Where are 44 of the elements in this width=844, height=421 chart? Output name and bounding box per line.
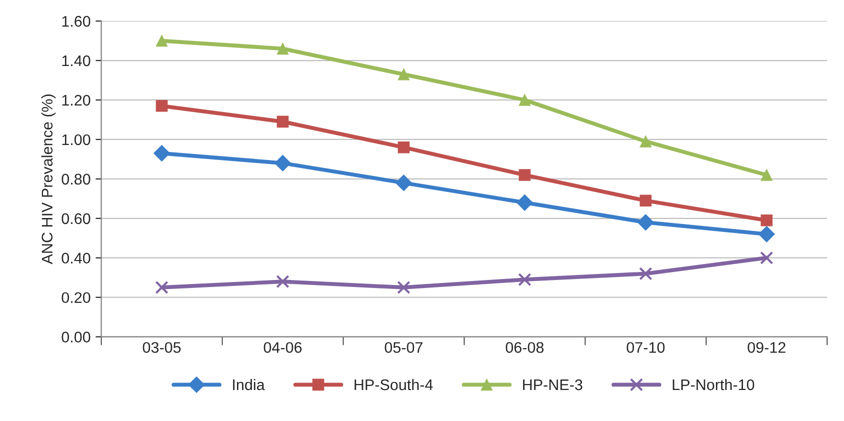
point (276, 274, 290, 288)
y-tick-label: 1.60 (62, 16, 90, 27)
point (760, 214, 773, 226)
x-tick-label: 07-10 (626, 342, 665, 353)
y-tick-label: 0.20 (62, 292, 90, 304)
point (398, 141, 410, 154)
legend-label: LP-North-10 (672, 378, 754, 390)
y-tick-label: 0.80 (62, 174, 90, 185)
x-tick-label: 04-06 (264, 342, 302, 353)
y-tick-label: 0.60 (62, 213, 90, 224)
point (398, 68, 410, 80)
point (276, 42, 289, 55)
y-tick-label: 1.20 (62, 94, 90, 106)
point (758, 226, 775, 242)
legend-label: HP-NE-3 (523, 379, 582, 390)
point (518, 272, 532, 286)
x-tick-label: 03-05 (142, 342, 181, 353)
point (640, 136, 652, 148)
point (274, 154, 291, 172)
legend-label: India (233, 378, 265, 390)
point (396, 174, 412, 192)
point (397, 280, 410, 294)
legend-label: HP-South-4 (354, 378, 433, 390)
point (156, 100, 168, 112)
y-tick-label: 1.40 (62, 55, 90, 66)
point (156, 34, 168, 47)
point (516, 194, 533, 211)
point (518, 169, 531, 181)
x-tick-label: 05-07 (384, 342, 422, 353)
y-axis-title: ANC HIV Prevalence (%) (41, 94, 56, 264)
point (639, 267, 652, 280)
point (276, 116, 289, 128)
y-tick-label: 1.00 (62, 134, 90, 146)
point (154, 145, 170, 162)
point (637, 214, 654, 231)
point (155, 280, 168, 294)
point (760, 169, 773, 181)
y-tick-label: 0.00 (62, 332, 90, 342)
point (640, 194, 652, 207)
point (760, 251, 774, 264)
y-tick-label: 0.40 (62, 252, 90, 264)
x-tick-label: 06-08 (506, 342, 544, 353)
point (518, 94, 531, 106)
x-tick-label: 09-12 (748, 342, 786, 353)
